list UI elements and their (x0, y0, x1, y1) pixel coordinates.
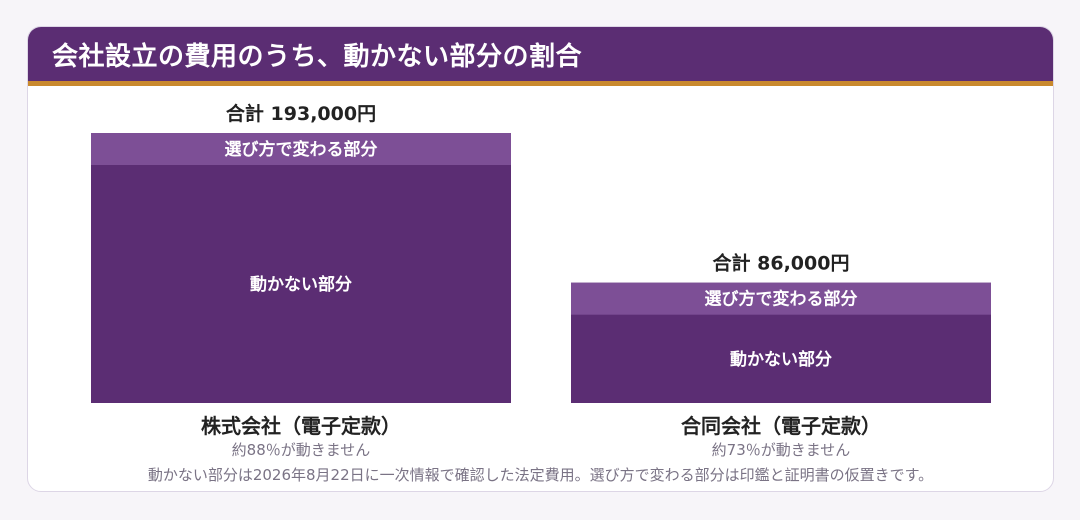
header-bar: 会社設立の費用のうち、動かない部分の割合 (28, 27, 1053, 86)
bar-variable-1 (571, 282, 991, 315)
chart-title: 会社設立の費用のうち、動かない部分の割合 (52, 42, 583, 72)
category-label-0: 株式会社（電子定款） (201, 414, 401, 438)
bar-fixed-label-0: 動かない部分 (250, 274, 352, 295)
bar-variable-label-1: 選び方で変わる部分 (705, 289, 858, 310)
share-label-1: 約73％が動きません (712, 441, 851, 459)
bar-fixed-0 (91, 133, 511, 403)
footnote: 動かない部分は2026年8月22日に一次情報で確認した法定費用。選び方で変わる部… (147, 466, 934, 484)
total-label-0: 合計 193,000円 (226, 102, 376, 125)
chart-card: 会社設立の費用のうち、動かない部分の割合 選び方で変わる部分 動かない部分 合計 1… (27, 26, 1054, 492)
total-label-1: 合計 86,000円 (713, 252, 850, 275)
bar-fixed-label-1: 動かない部分 (730, 349, 832, 370)
bar-variable-0 (91, 133, 511, 165)
share-label-0: 約88％が動きません (232, 441, 371, 459)
bar-variable-label-0: 選び方で変わる部分 (225, 139, 378, 160)
category-label-1: 合同会社（電子定款） (681, 414, 881, 438)
